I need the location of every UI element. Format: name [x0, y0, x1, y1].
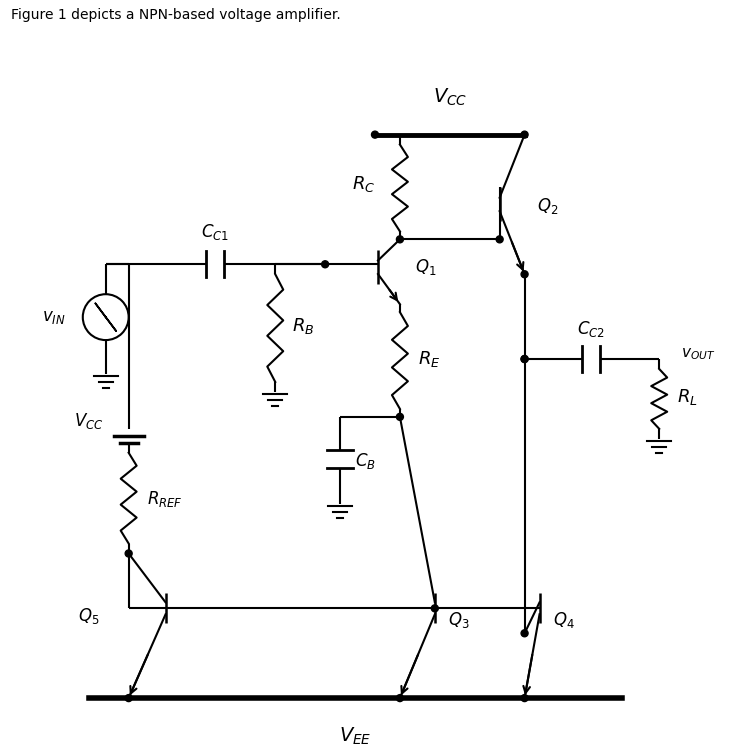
Text: $C_B$: $C_B$	[355, 451, 376, 471]
Circle shape	[496, 236, 503, 242]
Text: $Q_5$: $Q_5$	[78, 606, 99, 626]
Circle shape	[521, 355, 528, 362]
Circle shape	[521, 694, 528, 702]
Circle shape	[396, 413, 404, 420]
Text: $V_{EE}$: $V_{EE}$	[339, 726, 371, 747]
Circle shape	[521, 630, 528, 637]
Circle shape	[396, 236, 404, 242]
Circle shape	[396, 694, 404, 702]
Text: $R_E$: $R_E$	[418, 349, 440, 369]
Text: $C_{C2}$: $C_{C2}$	[577, 319, 605, 339]
Circle shape	[125, 550, 132, 557]
Text: $Q_3$: $Q_3$	[447, 611, 470, 630]
Text: $V_{CC}$: $V_{CC}$	[433, 87, 467, 108]
Circle shape	[521, 271, 528, 278]
Text: $v_{IN}$: $v_{IN}$	[42, 308, 66, 326]
Text: Figure 1 depicts a NPN-based voltage amplifier.: Figure 1 depicts a NPN-based voltage amp…	[11, 8, 341, 22]
Text: $Q_4$: $Q_4$	[553, 611, 574, 630]
Circle shape	[431, 605, 439, 612]
Text: $R_C$: $R_C$	[352, 175, 375, 194]
Text: $v_{OUT}$: $v_{OUT}$	[681, 346, 715, 362]
Text: $V_{CC}$: $V_{CC}$	[74, 411, 104, 431]
Text: $Q_1$: $Q_1$	[415, 258, 436, 277]
Text: $C_{C1}$: $C_{C1}$	[201, 222, 229, 242]
Text: $R_L$: $R_L$	[677, 387, 698, 407]
Circle shape	[521, 355, 528, 362]
Circle shape	[125, 694, 132, 702]
Circle shape	[372, 131, 378, 138]
Text: $R_B$: $R_B$	[292, 316, 315, 336]
Circle shape	[321, 261, 329, 268]
Circle shape	[521, 131, 528, 138]
Text: $Q_2$: $Q_2$	[536, 197, 558, 216]
Text: $R_{REF}$: $R_{REF}$	[147, 489, 183, 508]
